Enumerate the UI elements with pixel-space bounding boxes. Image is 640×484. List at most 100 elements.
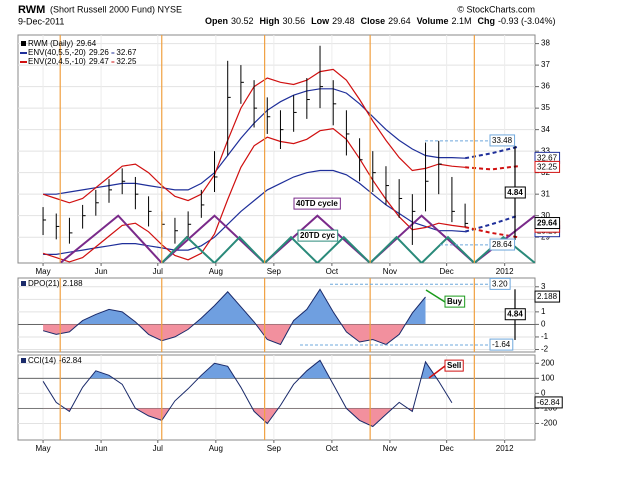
legend-value: 29.26 xyxy=(89,48,110,57)
quote-label: High xyxy=(260,16,280,26)
y-tick-label: 31 xyxy=(541,189,550,198)
legend-swatch xyxy=(21,41,26,46)
quote-label: Chg xyxy=(478,16,496,26)
y-tick-label: 100 xyxy=(541,373,555,382)
x-tick-label: Nov xyxy=(383,444,397,453)
x-tick-label: Dec xyxy=(440,267,454,276)
x-tick-label: Aug xyxy=(209,444,223,453)
area-fill xyxy=(78,289,426,325)
area-fill xyxy=(43,324,426,345)
last-value-box: 32.25 xyxy=(534,160,561,173)
x-tick-label: 2012 xyxy=(496,444,514,453)
quote-value: 30.52 xyxy=(231,16,254,26)
x-tick-label: May xyxy=(35,267,50,276)
y-tick-label: 35 xyxy=(541,103,550,112)
range-difference-box: 4.84 xyxy=(504,186,526,199)
y-tick-label: 34 xyxy=(541,125,550,134)
y-tick-label: 1 xyxy=(541,307,546,316)
range-low-label: -1.64 xyxy=(492,340,511,349)
legend-name: ENV(40,5.5,-20) xyxy=(28,48,86,57)
range-low-label: 28.64 xyxy=(492,240,513,249)
legend-name: CCI(14) xyxy=(28,356,56,365)
x-tick-label: Sep xyxy=(267,444,282,453)
legend-swatch xyxy=(21,358,26,363)
y-tick-label: 0 xyxy=(541,320,546,329)
signal-box: Buy xyxy=(444,295,466,308)
legend-entry: DPO(21) 2.188 xyxy=(28,279,83,288)
legend-value: 29.64 xyxy=(76,39,97,48)
x-tick-label: Oct xyxy=(326,267,339,276)
signal-frame xyxy=(444,295,466,308)
cycle-label-box: 20TD cyc xyxy=(297,229,339,242)
range-difference-box: 4.84 xyxy=(504,308,526,321)
cycle-label-frame xyxy=(293,197,341,210)
envelope-lower xyxy=(42,127,466,263)
x-tick-label: Nov xyxy=(383,267,397,276)
range-difference-frame xyxy=(504,308,526,321)
range-difference: 4.84 xyxy=(507,188,523,197)
signal-box: Sell xyxy=(444,359,464,372)
legend-name: DPO(21) xyxy=(28,279,60,288)
cycle-label: 20TD cyc xyxy=(300,231,336,240)
legend-value: 29.47 xyxy=(89,57,110,66)
signal-frame xyxy=(444,359,464,372)
range-low-label-frame xyxy=(489,338,514,351)
cycle-label-box: 40TD cycle xyxy=(293,197,341,210)
last-value: 32.67 xyxy=(537,153,558,162)
x-tick-label: Sep xyxy=(267,267,282,276)
y-tick-label: -2 xyxy=(541,345,549,354)
y-tick-label: 38 xyxy=(541,39,550,48)
legend-entry: ENV(40,5.5,-20) 29.26 xyxy=(28,48,109,57)
last-value: 29.64 xyxy=(537,219,558,228)
x-tick-label: Jun xyxy=(95,444,108,453)
legend-entry: RWM (Daily) 29.64 xyxy=(28,39,97,48)
y-tick-label: 0 xyxy=(541,388,546,397)
quote-label: Volume xyxy=(417,16,449,26)
last-value-frame xyxy=(534,160,561,173)
range-high-label-box: 33.48 xyxy=(489,134,516,147)
cycle-line xyxy=(59,214,535,263)
indicator-line xyxy=(42,359,453,428)
quote: Open 30.52 High 30.56 Low 29.48 Close 29.64 Volu… xyxy=(205,16,556,26)
range-high-label-box: 3.20 xyxy=(489,277,511,290)
signal-arrow xyxy=(428,365,446,379)
signal: Sell xyxy=(447,361,461,370)
cycle-line xyxy=(161,235,535,263)
y-tick-label: 37 xyxy=(541,60,550,69)
last-value-box: 29.64 xyxy=(534,217,561,230)
range-high-label-frame xyxy=(489,134,516,147)
x-tick-label: 2012 xyxy=(496,267,514,276)
legend-entry: ENV(20,4.5,-10) 29.47 xyxy=(28,57,109,66)
signal-arrow xyxy=(425,289,446,303)
signal: Buy xyxy=(447,297,463,306)
panel-plot xyxy=(18,286,535,350)
quote-value: 30.56 xyxy=(283,16,306,26)
date: 9-Dec-2011 xyxy=(18,16,64,26)
quote-label: Low xyxy=(311,16,330,26)
legend-name: RWM (Daily) xyxy=(28,39,74,48)
y-tick-label: -1 xyxy=(541,332,549,341)
range-low-label-frame xyxy=(489,238,516,251)
x-tick-label: May xyxy=(35,444,50,453)
chart-subtitle: (Short Russell 2000 Fund) NYSE xyxy=(50,4,182,14)
range-high-label-frame xyxy=(489,277,511,290)
range-high-label: 33.48 xyxy=(492,136,513,145)
legend-entry: CCI(14) -62.84 xyxy=(28,356,82,365)
range-difference-frame xyxy=(504,186,526,199)
legend-value: 32.67 xyxy=(116,48,137,57)
cycle-label-frame xyxy=(297,229,339,242)
last-value: 2.188 xyxy=(537,292,558,301)
y-tick-label: 36 xyxy=(541,82,550,91)
last-value-frame xyxy=(534,217,561,230)
x-tick-label: Dec xyxy=(440,444,454,453)
legend-name: ENV(20,4.5,-10) xyxy=(28,57,86,66)
quote-value: 29.48 xyxy=(332,16,355,26)
last-value-box: -62.84 xyxy=(534,396,563,409)
quote-value: -0.93 (-3.04%) xyxy=(498,16,556,26)
x-tick-label: Jul xyxy=(153,444,163,453)
credit: © StockCharts.com xyxy=(457,4,535,14)
x-tick-label: Jun xyxy=(95,267,108,276)
x-tick-label: Oct xyxy=(326,444,339,453)
panel-plot xyxy=(18,355,535,440)
